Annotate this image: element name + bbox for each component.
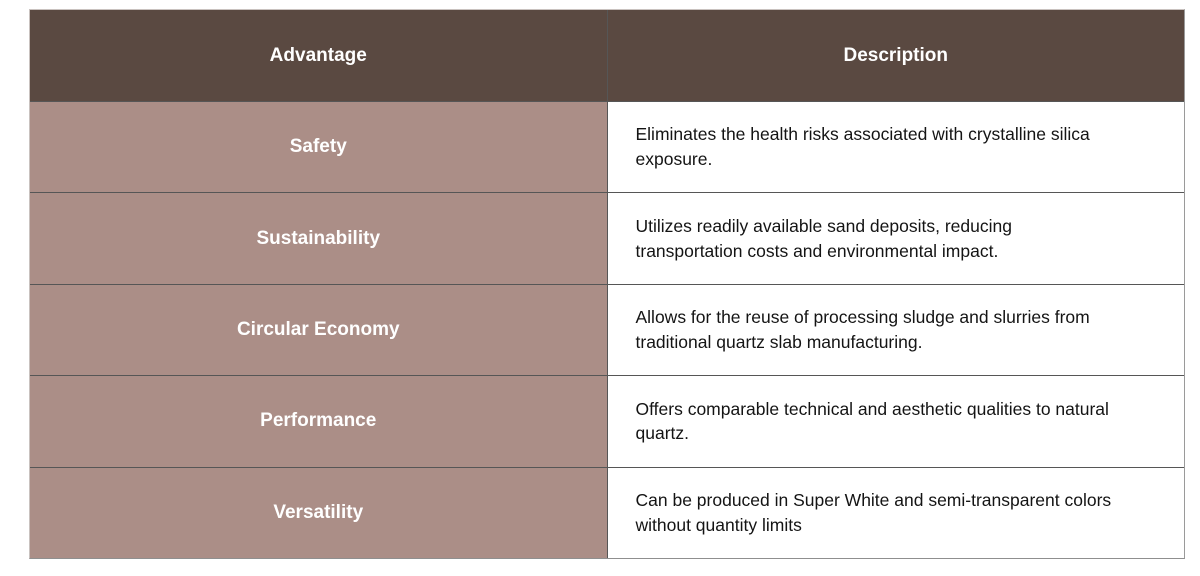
column-header-description-label: Description: [843, 44, 949, 66]
advantage-label: Versatility: [273, 501, 364, 523]
column-header-advantage-label: Advantage: [269, 44, 367, 66]
description-cell-circular-economy: Allows for the reuse of processing sludg…: [607, 284, 1184, 376]
description-cell-versatility: Can be produced in Super White and semi-…: [607, 467, 1184, 558]
column-header-description: Description: [607, 10, 1184, 101]
advantages-table: Advantage Description Safety Eliminates …: [29, 9, 1185, 559]
description-cell-performance: Offers comparable technical and aestheti…: [607, 376, 1184, 467]
advantage-cell-circular-economy: Circular Economy: [30, 284, 607, 376]
advantage-cell-versatility: Versatility: [30, 467, 607, 558]
advantage-label: Performance: [260, 410, 377, 432]
column-header-advantage: Advantage: [30, 10, 607, 101]
advantage-cell-performance: Performance: [30, 376, 607, 467]
advantage-label: Safety: [289, 136, 347, 158]
description-text: Allows for the reuse of processing sludg…: [635, 307, 1090, 352]
description-cell-safety: Eliminates the health risks associated w…: [607, 102, 1184, 193]
description-text: Offers comparable technical and aestheti…: [635, 398, 1109, 444]
advantage-label: Circular Economy: [236, 318, 400, 340]
advantage-cell-safety: Safety: [30, 102, 607, 193]
description-text: Eliminates the health risks associated w…: [635, 124, 1090, 170]
description-cell-sustainability: Utilizes readily available sand deposits…: [607, 193, 1184, 284]
advantage-label: Sustainability: [256, 227, 381, 249]
advantage-cell-sustainability: Sustainability: [30, 193, 607, 284]
description-text: Can be produced in Super White and semi-…: [635, 489, 1112, 535]
description-text: Utilizes readily available sand deposits…: [635, 215, 1012, 261]
